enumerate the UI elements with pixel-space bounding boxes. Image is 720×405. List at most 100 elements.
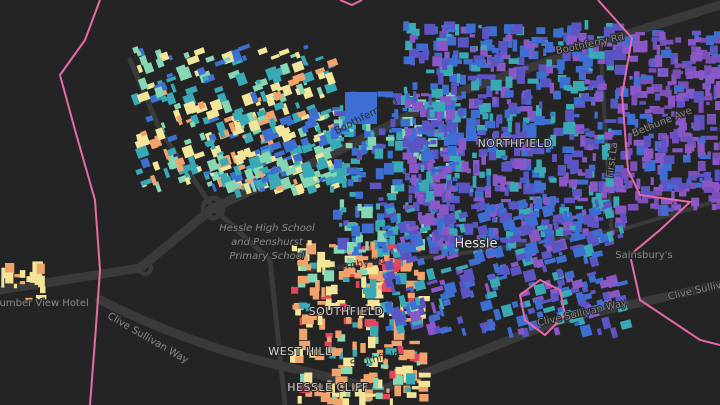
building [404,221,416,226]
building [296,110,307,118]
building [685,88,695,99]
building [370,241,375,250]
building [387,150,393,159]
building [459,52,469,59]
building [597,75,603,79]
building [442,226,450,235]
building [417,303,426,316]
building [419,394,429,402]
building [681,133,693,142]
building [216,151,225,157]
building [389,129,393,133]
building [360,309,366,315]
building [711,204,717,211]
building [300,113,310,121]
building [314,384,323,397]
building [474,99,483,107]
building [709,67,720,79]
building [262,151,273,165]
building [653,187,661,193]
building [490,62,494,72]
building [396,213,401,225]
building [597,121,603,130]
building [173,102,182,110]
building [231,48,243,62]
building [670,53,679,65]
building [458,211,469,219]
building [197,100,206,110]
building [672,138,679,144]
building [438,72,444,85]
building [442,298,451,307]
building [596,299,605,312]
building [395,366,403,374]
building [472,222,478,228]
building [413,202,420,212]
building [356,172,366,178]
building [519,45,532,58]
building [402,138,412,147]
building [404,99,411,108]
building [391,340,403,346]
building [363,374,375,383]
building [486,168,492,177]
building [437,225,447,234]
building [443,138,449,147]
building [361,276,367,288]
building [273,101,285,111]
building [411,128,416,139]
building [591,171,595,178]
building [556,268,564,278]
building [193,47,206,56]
building [231,182,240,190]
building [556,278,566,287]
building [451,82,457,95]
building [375,203,380,210]
building [622,88,629,97]
building [426,235,434,248]
building [408,194,413,203]
building [154,86,165,98]
building [340,207,347,213]
building [416,257,426,266]
building [389,235,396,245]
building [653,190,663,196]
building [441,249,448,257]
building [331,368,341,377]
building [330,352,341,356]
roundabout [137,260,153,276]
building [377,237,387,247]
building [330,168,338,174]
building [523,183,535,195]
building [265,65,280,81]
building [339,199,345,211]
building [411,174,417,185]
building [507,326,514,339]
building [546,59,552,67]
building [314,67,326,75]
building [529,203,533,215]
building [353,242,358,247]
building [527,307,536,315]
building [523,171,529,182]
building [454,132,464,143]
building [438,125,442,137]
building [614,64,627,75]
building [452,176,458,182]
building [512,214,525,221]
building [523,117,530,124]
building [442,243,450,251]
building [577,170,583,175]
building [270,53,280,60]
building [541,264,548,273]
building [387,193,397,201]
building [446,253,459,260]
building [482,233,495,248]
building [496,117,500,128]
building [590,101,596,106]
building [597,36,604,40]
building [338,364,344,369]
building [545,42,554,53]
building [136,51,142,57]
building [365,140,370,147]
